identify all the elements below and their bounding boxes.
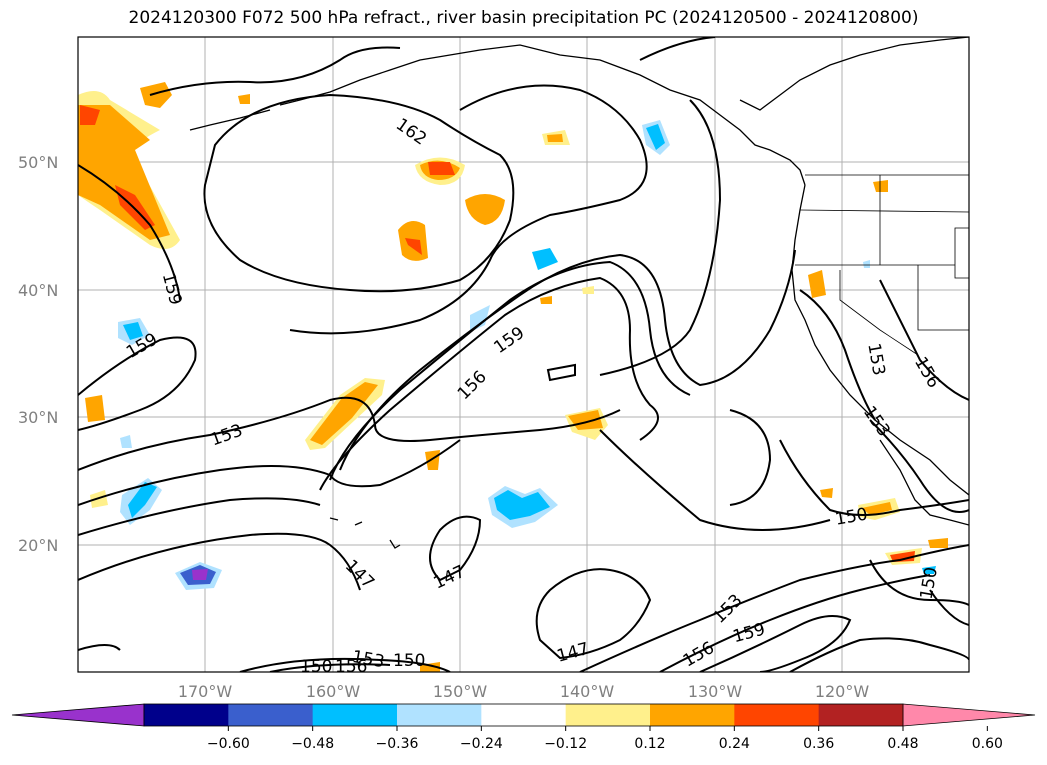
colorbar-high-extension: [902, 703, 1036, 727]
lon-label: 150°W: [433, 682, 488, 701]
lon-label: 130°W: [688, 682, 743, 701]
lat-label: 20°N: [18, 536, 58, 555]
colorbar-cell: [818, 704, 904, 726]
lon-label: 120°W: [815, 682, 870, 701]
map-frame: [77, 36, 970, 673]
colorbar-tick-label: −0.60: [207, 736, 250, 752]
colorbar-cell: [312, 704, 398, 726]
colorbar-cell: [734, 704, 820, 726]
lat-label: 40°N: [18, 281, 58, 300]
colorbar-tick-label: 0.12: [634, 736, 665, 752]
colorbar-tick-label: −0.36: [376, 736, 419, 752]
colorbar-cell: [144, 704, 229, 726]
colorbar-tick-label: −0.48: [291, 736, 334, 752]
lat-label: 50°N: [18, 153, 58, 172]
lon-label: 170°W: [178, 682, 233, 701]
graticule: [78, 37, 969, 672]
lon-label: 140°W: [560, 682, 615, 701]
map-title: 2024120300 F072 500 hPa refract., river …: [128, 8, 919, 28]
colorbar-cell: [565, 704, 651, 726]
refractivity-contours: [78, 37, 969, 672]
precip-shading: [78, 82, 948, 672]
colorbar-cell: [650, 704, 735, 726]
colorbar-tick-label: −0.24: [460, 736, 503, 752]
colorbar-cell: [228, 704, 314, 726]
latitude-labels: 50°N 40°N 30°N 20°N: [18, 153, 58, 555]
colorbar: −0.60 −0.48 −0.36 −0.24 −0.12 0.12 0.24 0.36 0.4…: [11, 703, 1036, 752]
longitude-labels: 170°W 160°W 150°W 140°W 130°W 120°W: [178, 682, 870, 701]
colorbar-tick-label: 0.24: [719, 736, 750, 752]
colorbar-tick-label: 0.36: [803, 736, 834, 752]
lat-label: 30°N: [18, 408, 58, 427]
lon-label: 160°W: [306, 682, 361, 701]
colorbar-tick-label: 0.60: [972, 736, 1003, 752]
contour-label: 150: [300, 657, 332, 677]
colorbar-cell: [397, 704, 482, 726]
borders: [795, 174, 969, 356]
colorbar-cell: [481, 704, 567, 726]
colorbar-frame: [143, 703, 904, 727]
contour-label: 150: [393, 651, 425, 671]
colorbar-tick-label: 0.48: [887, 736, 918, 752]
colorbar-low-extension: [11, 703, 145, 727]
colorbar-tick-label: −0.12: [544, 736, 587, 752]
contour-label: 156: [335, 657, 367, 677]
